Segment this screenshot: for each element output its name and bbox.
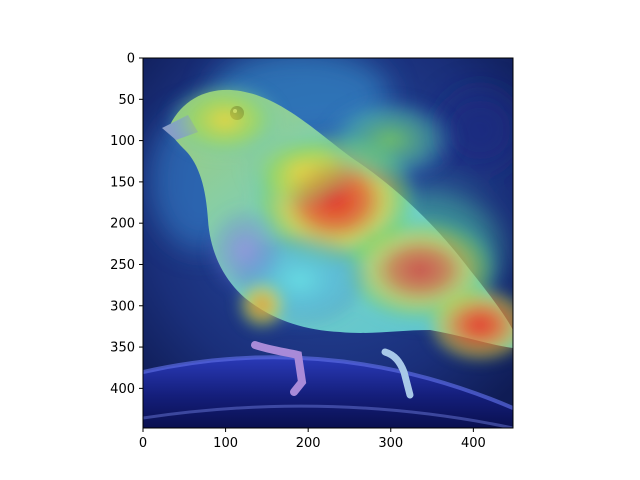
x-axis: 0 100 200 300 400 [139, 428, 486, 451]
y-tick-label: 150 [110, 175, 135, 190]
y-tick-label: 200 [110, 217, 135, 232]
y-tick-label: 50 [118, 93, 135, 108]
heatmap-image [143, 58, 513, 428]
axes-frame [142, 57, 514, 429]
rail [143, 355, 513, 428]
y-tick-label: 300 [110, 299, 135, 314]
y-axis: 0 50 100 150 200 250 300 350 400 [110, 52, 143, 397]
heat-overlay [165, 80, 513, 365]
x-tick-label: 0 [139, 436, 147, 451]
y-tick-label: 400 [110, 382, 135, 397]
x-tick-label: 200 [296, 436, 321, 451]
y-tick-label: 350 [110, 341, 135, 356]
x-tick-label: 300 [378, 436, 403, 451]
x-tick-label: 100 [213, 436, 238, 451]
y-tick-label: 100 [110, 134, 135, 149]
x-tick-label: 400 [461, 436, 486, 451]
y-tick-label: 0 [127, 52, 135, 67]
y-tick-label: 250 [110, 258, 135, 273]
